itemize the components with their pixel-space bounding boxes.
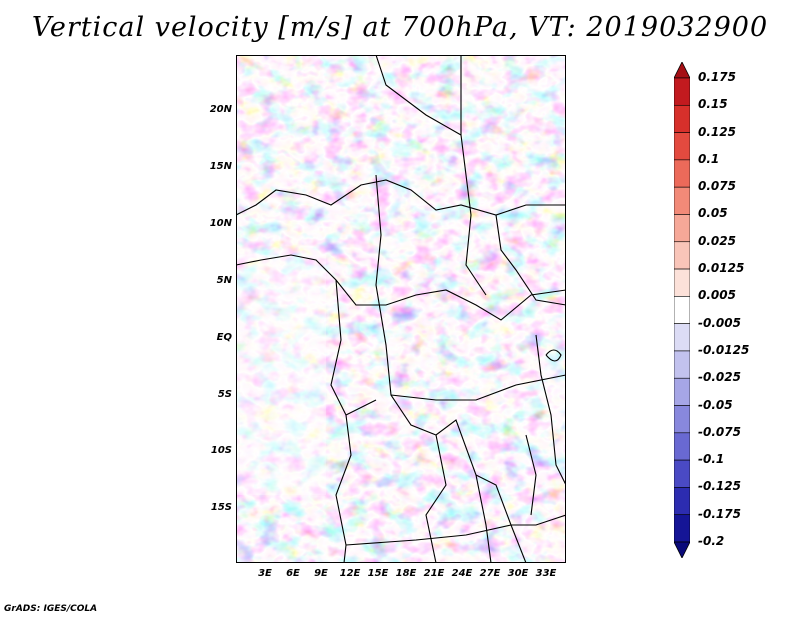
colorbar-label: 0.125 [698,124,736,139]
colorbar-segment [674,214,690,243]
lon-label-15e: 15E [367,568,389,579]
lat-label-10n: 10N [209,218,232,229]
colorbar-label: -0.2 [698,534,725,548]
lon-label-33e: 33E [535,568,557,579]
colorbar-label: 0.15 [698,97,728,112]
colorbar-label: 0.005 [698,288,736,303]
vertical-velocity-map [236,55,566,563]
colorbar-segment [674,432,690,461]
colorbar-segment [674,132,690,161]
lon-label-18e: 18E [395,568,417,579]
lon-label-27e: 27E [479,568,501,579]
colorbar-label: 0.175 [698,70,736,84]
lon-label-30e: 30E [507,568,529,579]
colorbar-segment [674,159,690,188]
lat-label-5s: 5S [217,389,232,400]
colorbar-label: -0.005 [698,315,741,330]
colorbar-label: -0.075 [698,424,741,439]
colorbar-bottom-arrow [674,541,690,558]
colorbar-label: -0.125 [698,479,741,494]
lon-label-6e: 6E [286,568,300,579]
colorbar-top-arrow [674,62,690,79]
lon-label-9e: 9E [314,568,328,579]
colorbar-label: 0.05 [698,206,728,221]
colorbar-segment [674,323,690,352]
lon-label-21e: 21E [423,568,445,579]
colorbar-segment [674,104,690,133]
colorbar-segment [674,350,690,379]
colorbar-segment [674,241,690,270]
colorbar [674,62,690,558]
colorbar-label: 0.075 [698,179,736,194]
colorbar-label: 0.0125 [698,261,745,276]
lon-label-3e: 3E [258,568,272,579]
colorbar-label: -0.175 [698,506,741,521]
colorbar-label: -0.0125 [698,342,750,357]
lat-label-20n: 20N [209,104,232,115]
colorbar-segment [674,514,690,543]
lat-label-15n: 15N [209,161,232,172]
colorbar-segment [674,405,690,434]
colorbar-segment [674,186,690,215]
lon-label-12e: 12E [339,568,361,579]
colorbar-label: 0.025 [698,233,736,248]
country-borders [236,55,566,563]
colorbar-label: -0.1 [698,452,725,467]
colorbar-label: -0.05 [698,397,733,412]
colorbar-segment [674,77,690,106]
colorbar-segment [674,377,690,406]
colorbar-segment [674,268,690,297]
ocean-smooth-area [236,255,326,495]
lat-label-15s: 15S [210,502,232,513]
lon-label-24e: 24E [451,568,473,579]
velocity-field [236,55,566,563]
lat-label-5n: 5N [216,275,232,286]
map-title: Vertical velocity [m/s] at 700hPa, VT: 2… [31,12,769,43]
colorbar-label: 0.1 [698,151,720,166]
colorbar-segment [674,296,690,324]
colorbar-segment [674,459,690,488]
colorbar-label: -0.025 [698,370,741,385]
lat-label-10s: 10S [210,445,232,456]
credit-text: GrADS: IGES/COLA [4,604,98,614]
lat-label-eq: EQ [216,332,232,343]
map-frame [236,55,566,563]
colorbar-segment [674,487,690,516]
